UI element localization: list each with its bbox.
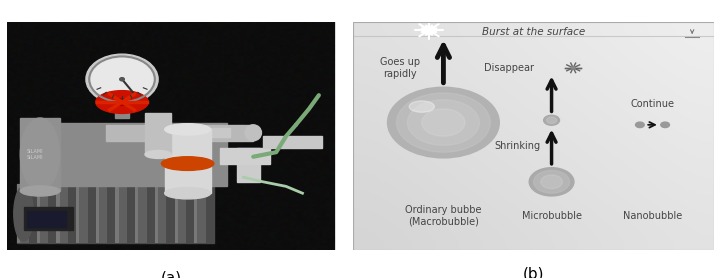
Circle shape [636,122,645,128]
Circle shape [86,54,158,104]
Ellipse shape [20,186,60,196]
Bar [76,184,87,243]
Bar [56,184,60,243]
Bar [56,184,68,243]
Bar [221,148,270,163]
Bar [96,184,99,243]
Text: Ordinary bubbe
(Macrobubble): Ordinary bubbe (Macrobubble) [405,205,482,227]
Bar [24,207,73,230]
Bar [17,184,20,243]
Bar [37,184,48,243]
Ellipse shape [245,125,262,141]
Circle shape [120,78,124,81]
Bar [164,129,211,193]
Ellipse shape [145,150,172,158]
Circle shape [544,115,559,125]
Text: (b): (b) [523,266,544,278]
Text: Shrinking: Shrinking [495,142,540,152]
Bar [237,148,260,182]
Bar [135,184,138,243]
Ellipse shape [117,99,127,105]
Bar [115,91,128,118]
Bar [115,184,119,243]
Bar [263,136,322,148]
Circle shape [541,175,562,189]
Text: Continue: Continue [630,99,675,109]
Text: (a): (a) [161,271,182,278]
Circle shape [660,122,669,128]
Circle shape [571,67,575,69]
Text: Burst at the surface: Burst at the surface [482,28,585,38]
Bar [135,184,146,243]
Bar [174,184,186,243]
Circle shape [534,170,570,193]
Circle shape [529,168,574,196]
Bar [145,113,172,155]
Ellipse shape [20,118,60,191]
Bar [194,184,198,243]
Circle shape [422,109,465,136]
Bar [47,123,227,186]
Bar [17,184,214,243]
Text: Disappear: Disappear [484,63,534,73]
Bar [174,184,178,243]
Ellipse shape [164,188,211,199]
Bar [106,125,253,141]
Ellipse shape [14,186,33,241]
Bar [27,212,66,227]
Circle shape [407,100,479,145]
Bar [17,184,29,243]
Bar [194,184,205,243]
Bar [96,184,107,243]
Ellipse shape [410,101,435,112]
Bar [76,184,79,243]
Ellipse shape [96,91,149,113]
Text: Goes up
rapidly: Goes up rapidly [380,57,420,79]
Bar [115,184,127,243]
Circle shape [388,87,499,158]
Circle shape [91,58,153,101]
Text: Microbubble: Microbubble [521,211,582,221]
Bar [178,128,198,137]
Bar [20,118,60,191]
Ellipse shape [164,124,211,135]
Bar [155,184,167,243]
Ellipse shape [162,157,214,170]
Circle shape [397,93,490,152]
Circle shape [547,117,557,123]
Bar [155,184,158,243]
Bar [37,184,40,243]
Text: SILAMI
SILAMI: SILAMI SILAMI [27,149,43,160]
Bar [211,128,230,137]
Text: Nanobubble: Nanobubble [623,211,682,221]
Circle shape [423,26,435,34]
